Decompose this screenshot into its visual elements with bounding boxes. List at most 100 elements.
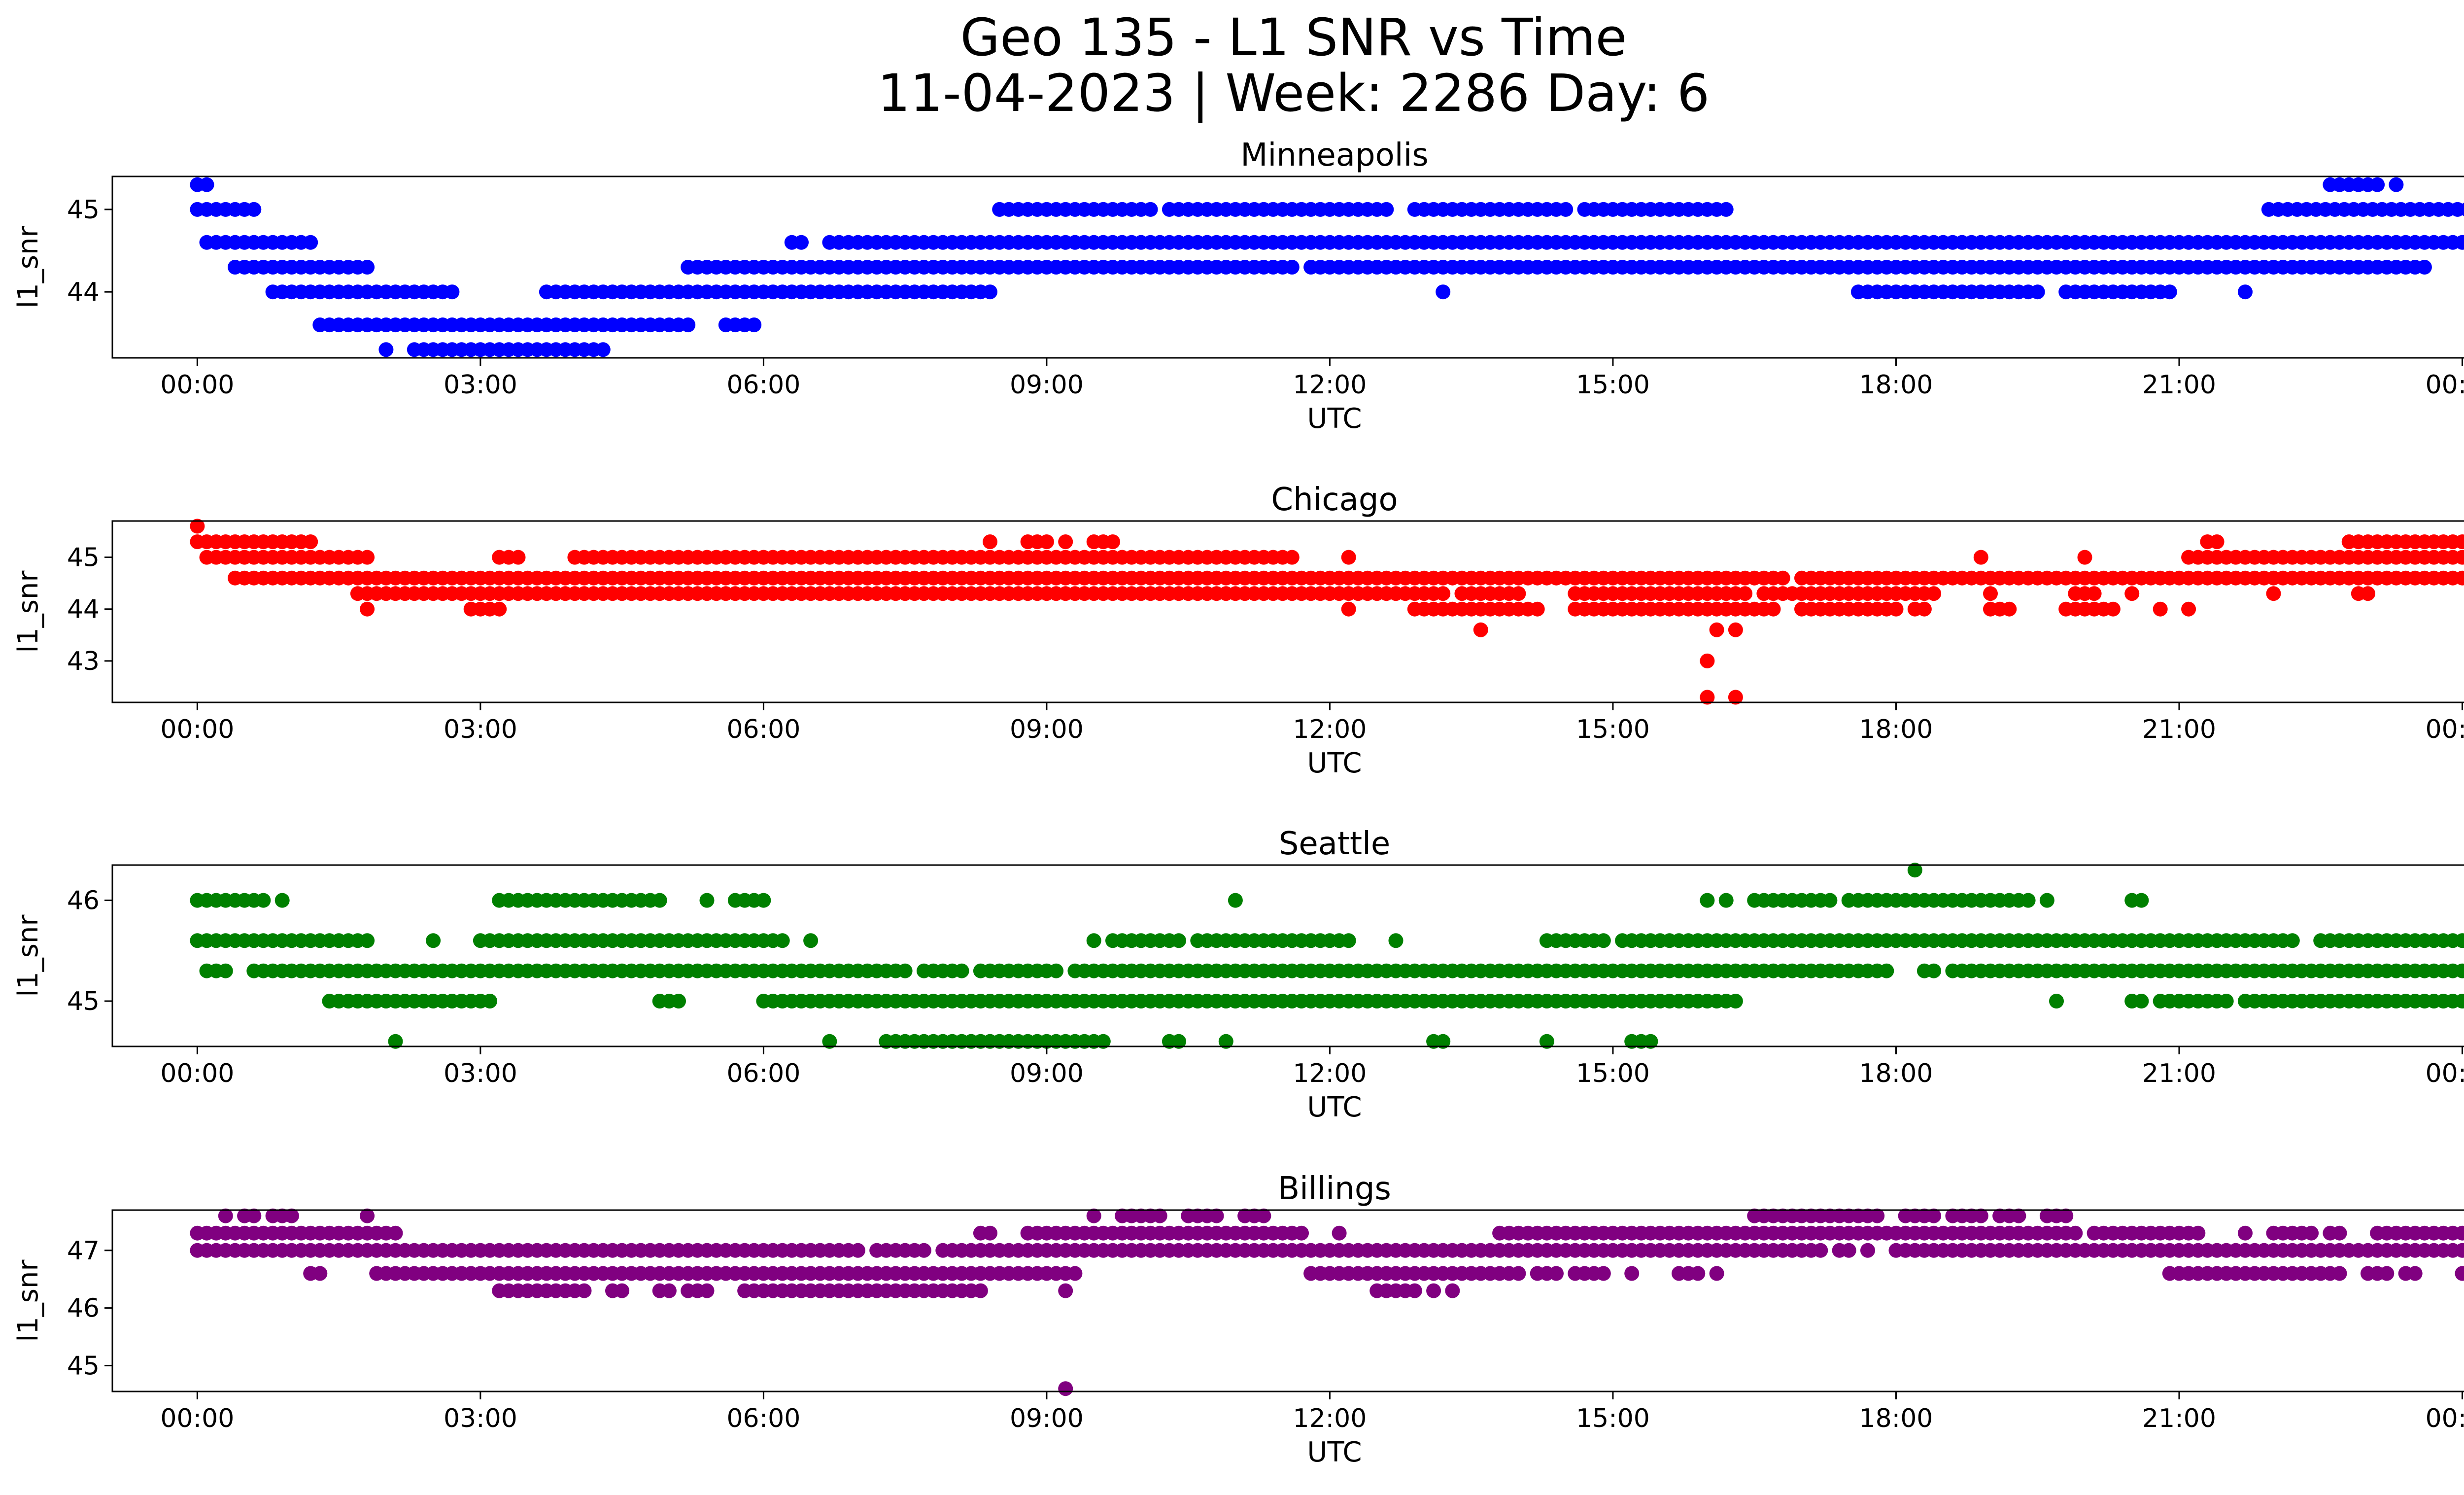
x-tick-label: 15:00: [1576, 715, 1650, 744]
data-point: [983, 284, 997, 300]
data-point: [1039, 534, 1054, 550]
x-tick-label: 09:00: [1010, 370, 1084, 400]
x-tick-label: 00:00: [160, 715, 234, 744]
data-point: [1332, 1225, 1347, 1241]
data-point: [2105, 601, 2121, 617]
data-point: [218, 963, 233, 978]
data-point: [1596, 933, 1611, 948]
data-point: [388, 1034, 403, 1049]
data-point: [360, 550, 375, 565]
data-point: [595, 342, 611, 357]
axes-frame-billings: [111, 1209, 2464, 1392]
x-tick-label: 12:00: [1293, 715, 1367, 744]
data-point: [897, 963, 913, 978]
y-tick-label: 45: [67, 543, 100, 573]
data-point: [652, 893, 667, 908]
data-point: [1766, 601, 1781, 617]
data-point: [1888, 601, 1904, 617]
data-point: [482, 994, 497, 1008]
x-tick-label: 00:00: [160, 1404, 234, 1433]
data-point: [2332, 1266, 2347, 1281]
y-tick-label: 45: [67, 195, 100, 225]
data-point: [2332, 1225, 2347, 1241]
y-axis-label: l1_snr: [12, 570, 44, 653]
data-point: [1407, 1283, 1422, 1298]
data-point: [1870, 1208, 1885, 1223]
y-tick-label: 46: [67, 1294, 100, 1323]
data-point: [1718, 893, 1734, 908]
data-point: [2002, 601, 2017, 617]
data-point: [1860, 1243, 1875, 1258]
data-point: [378, 342, 394, 357]
data-point: [1426, 1283, 1441, 1298]
data-point: [1445, 1283, 1460, 1298]
y-axis-label: l1_snr: [12, 226, 44, 309]
data-point: [2379, 1266, 2395, 1281]
x-tick-label: 06:00: [726, 1059, 800, 1088]
data-point: [2238, 1225, 2253, 1241]
data-point: [1700, 653, 1715, 668]
x-tick-label: 18:00: [1859, 1059, 1933, 1088]
panel-title-seattle: Seattle: [1279, 826, 1391, 862]
data-point: [1879, 963, 1894, 978]
x-tick-label: 00:00: [2426, 1404, 2464, 1433]
data-point: [284, 1208, 299, 1223]
data-point: [1049, 963, 1064, 978]
data-point: [2285, 933, 2300, 948]
data-point: [1341, 601, 1356, 617]
data-point: [256, 893, 271, 908]
data-point: [1700, 893, 1715, 908]
data-point: [1926, 586, 1942, 601]
data-point: [1643, 1034, 1658, 1049]
x-tick-label: 00:00: [2426, 370, 2464, 400]
data-point: [1105, 534, 1120, 550]
data-point: [1511, 586, 1526, 601]
data-point: [1916, 601, 1932, 617]
panel-title-chicago: Chicago: [1271, 482, 1398, 518]
data-point: [2455, 534, 2464, 550]
data-point: [218, 1208, 233, 1223]
data-point: [1284, 550, 1300, 565]
data-point: [983, 534, 997, 550]
data-point: [577, 1283, 592, 1298]
data-point: [2304, 1225, 2319, 1241]
data-point: [2455, 1266, 2464, 1281]
data-point: [973, 1283, 988, 1298]
y-tick-label: 44: [67, 278, 100, 307]
data-point: [2389, 177, 2404, 192]
data-point: [1530, 601, 1545, 617]
x-tick-label: 06:00: [726, 370, 800, 400]
x-tick-label: 21:00: [2142, 370, 2216, 400]
y-tick-label: 43: [67, 647, 100, 676]
x-tick-label: 06:00: [726, 1404, 800, 1433]
x-tick-label: 18:00: [1859, 715, 1933, 744]
data-point: [794, 235, 809, 250]
data-point: [1558, 202, 1574, 217]
data-point: [775, 933, 790, 948]
data-point: [1152, 1208, 1167, 1223]
x-tick-label: 15:00: [1576, 370, 1650, 400]
data-point: [1256, 1208, 1271, 1223]
series-points-billings: [190, 1208, 2464, 1396]
data-point: [1973, 550, 1988, 565]
x-tick-label: 09:00: [1010, 1404, 1084, 1433]
data-point: [1436, 586, 1451, 601]
data-point: [1700, 690, 1715, 705]
data-point: [1813, 1243, 1828, 1258]
data-point: [850, 1243, 865, 1258]
data-point: [1209, 1208, 1224, 1223]
data-point: [1284, 260, 1300, 275]
data-point: [2058, 1208, 2074, 1223]
data-point: [661, 1283, 677, 1298]
data-point: [388, 1225, 403, 1241]
data-point: [747, 317, 762, 333]
data-point: [1841, 1243, 1856, 1258]
data-point: [511, 550, 526, 565]
data-point: [2455, 235, 2464, 250]
data-point: [1473, 622, 1488, 637]
data-point: [2020, 893, 2036, 908]
data-point: [199, 177, 214, 192]
data-point: [681, 317, 696, 333]
data-point: [2134, 893, 2149, 908]
